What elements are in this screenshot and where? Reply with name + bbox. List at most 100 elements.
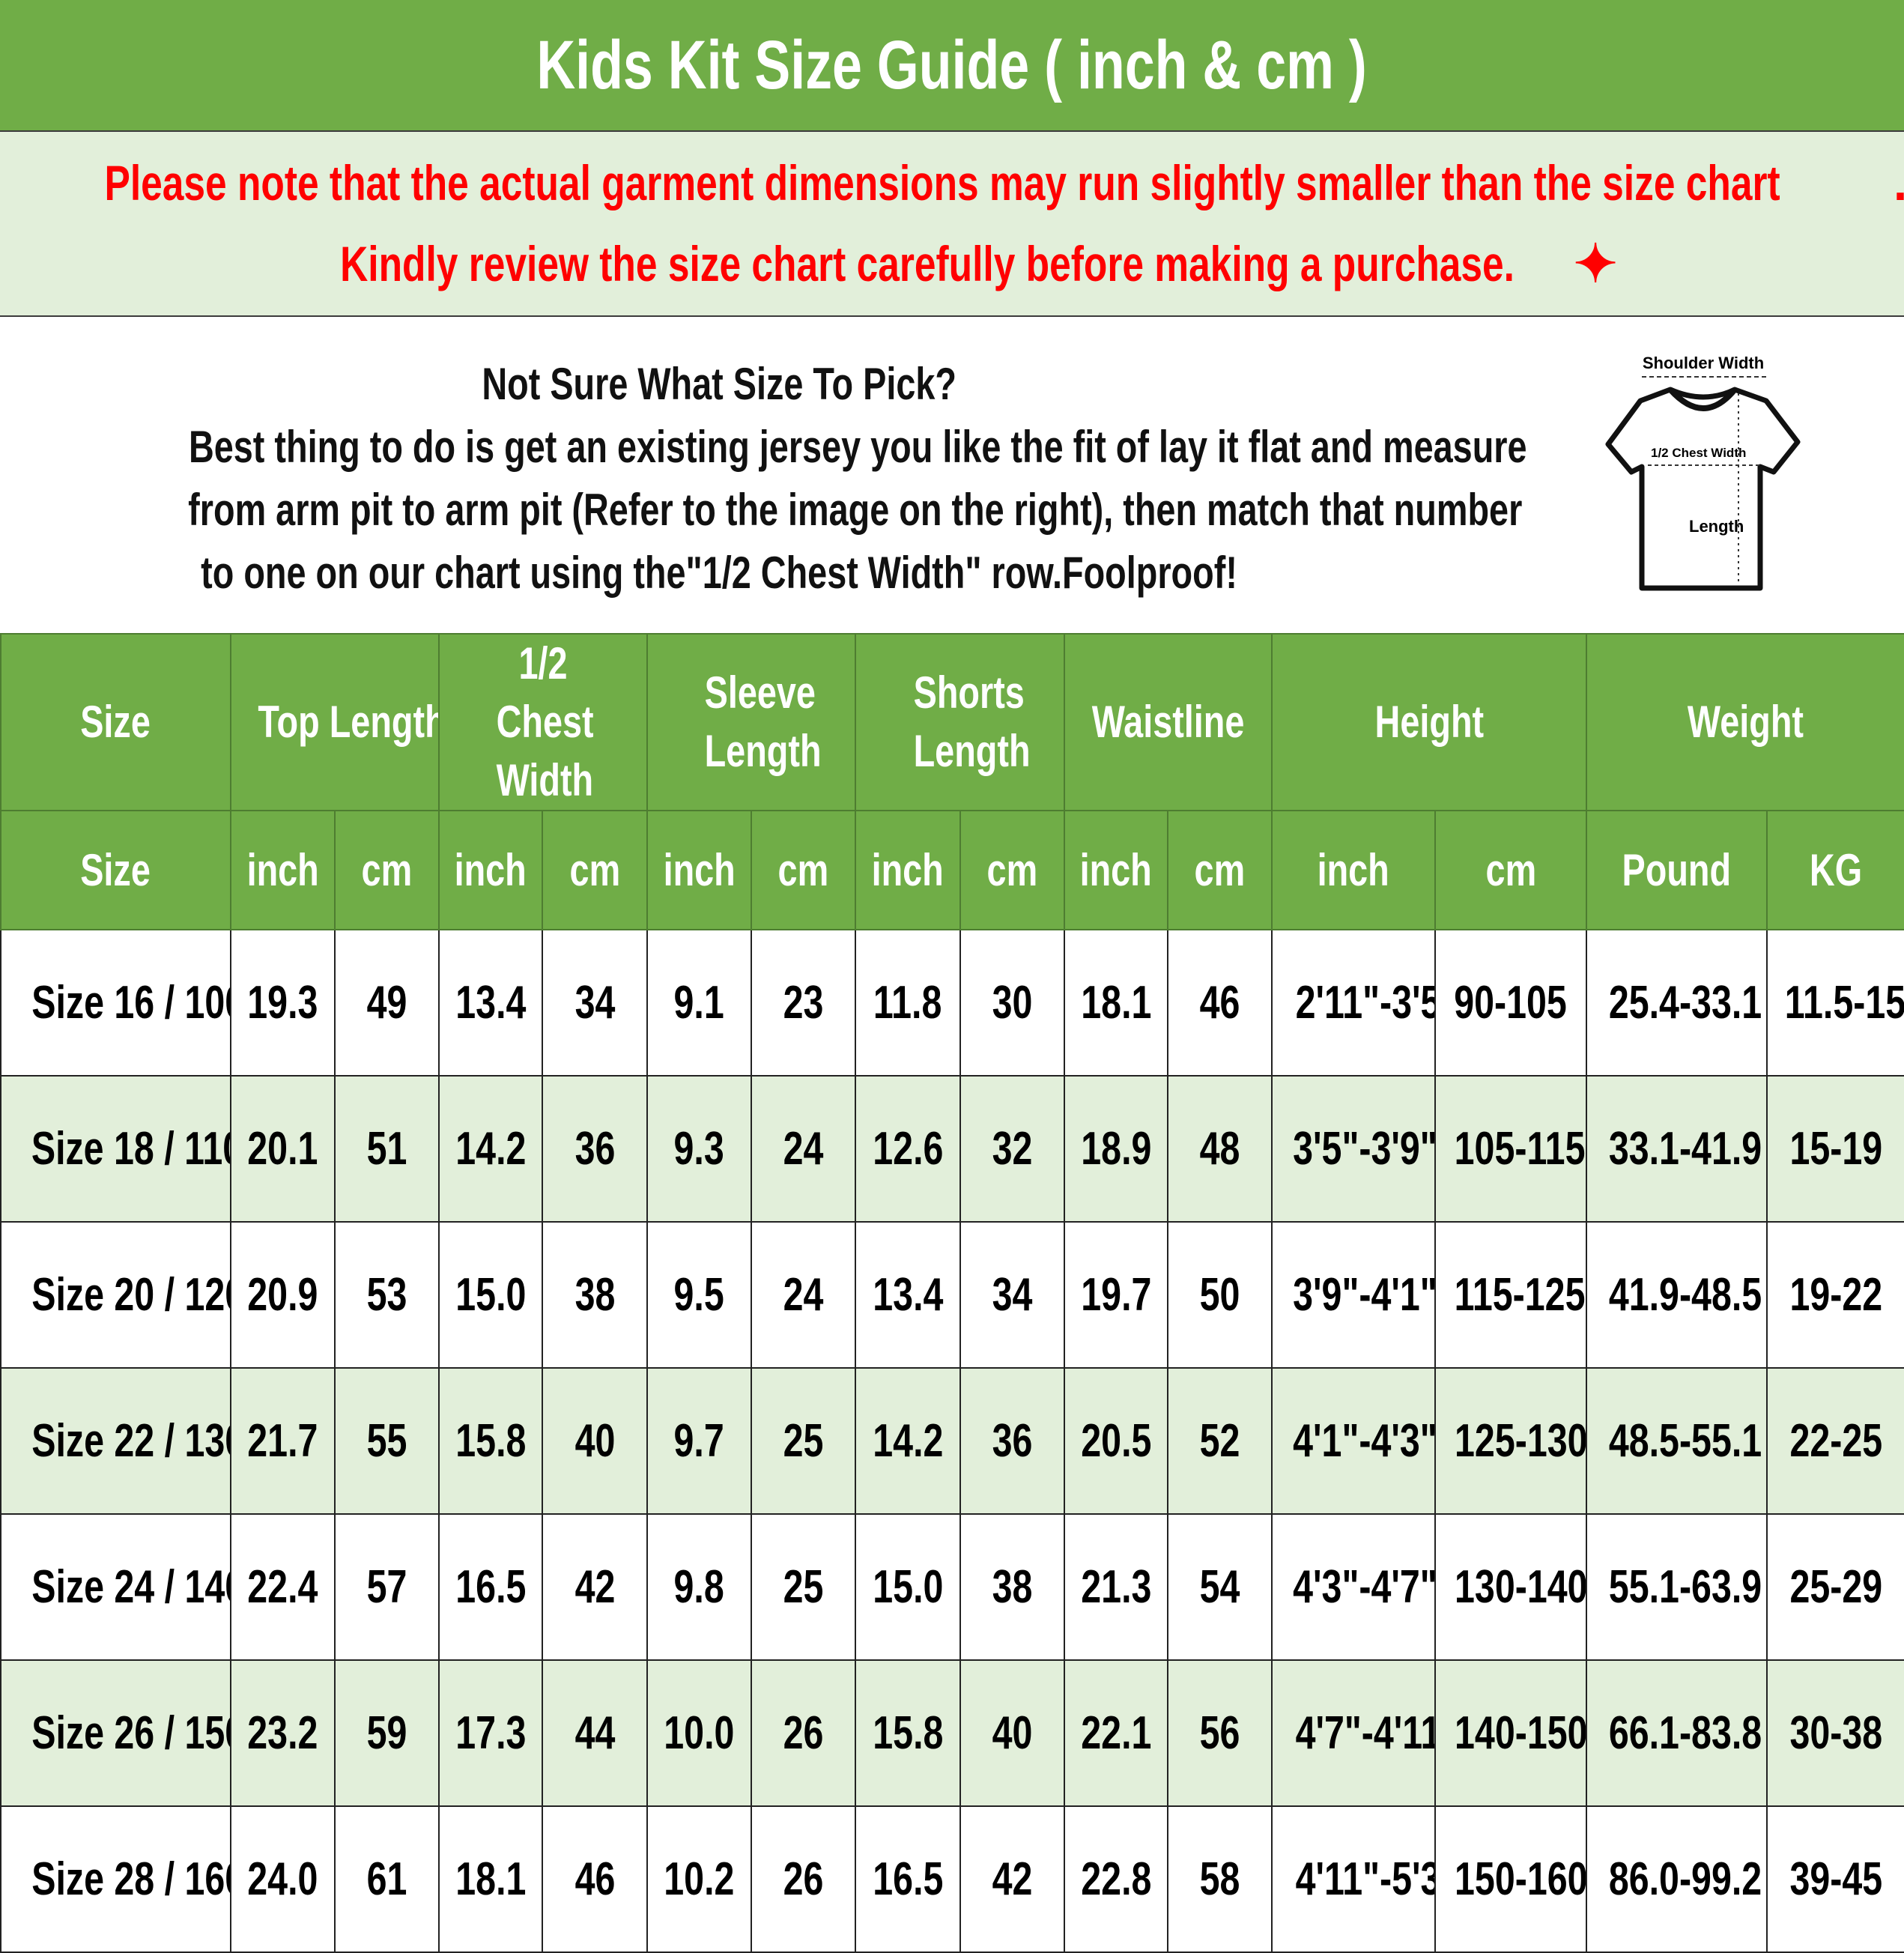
table-cell: 18.1 [438,1805,543,1953]
table-cell: 44 [542,1659,648,1807]
table-cell: 150-160 [1434,1805,1587,1953]
table-cell: 54 [1167,1513,1273,1661]
table-cell: 59 [334,1659,440,1807]
table-cell: 15-19 [1766,1075,1904,1223]
header-row-units: Size inch cm inch cm inch cm inch cm inch cm inch cm… [0,810,1904,930]
unit-header: cm [542,810,648,930]
table-cell: 9.3 [646,1075,752,1223]
unit-header: cm [751,810,856,930]
table-cell: 4'3"-4'7" [1271,1513,1436,1661]
table-cell: Size 20 / 120 [0,1221,231,1369]
table-cell: 22-25 [1766,1367,1904,1515]
table-cell: 52 [1167,1367,1273,1515]
table-cell: 15.0 [438,1221,543,1369]
table-cell: 40 [542,1367,648,1515]
table-cell: 41.9-48.5 [1586,1221,1768,1369]
table-cell: 49 [334,929,440,1077]
table-cell: 14.2 [855,1367,961,1515]
svg-text:Length: Length [1689,517,1744,536]
table-cell: 25-29 [1766,1513,1904,1661]
table-cell: 24 [751,1075,856,1223]
table-row: Size 18 / 110 20.1 51 14.2 36 9.3 24 12.6 32 18.9… [0,1075,1904,1223]
table-cell: 9.8 [646,1513,752,1661]
unit-header: inch [855,810,961,930]
table-cell: 2'11"-3'5" [1271,929,1436,1077]
table-cell: 30-38 [1766,1659,1904,1807]
table-cell: Size 22 / 130 [0,1367,231,1515]
table-cell: 9.5 [646,1221,752,1369]
table-cell: 105-115 [1434,1075,1587,1223]
table-row: Size 22 / 130 21.7 55 15.8 40 9.7 25 14.2 36 20.5… [0,1367,1904,1515]
unit-header: inch [1271,810,1436,930]
table-cell: 36 [959,1367,1065,1515]
page-title: Kids Kit Size Guide ( inch & cm ) [0,0,1904,132]
table-cell: 46 [1167,929,1273,1077]
table-cell: 66.1-83.8 [1586,1659,1768,1807]
table-cell: 18.9 [1064,1075,1168,1223]
fit-advice: Not Sure What Size To Pick? Best thing t… [0,317,1904,633]
notice-line-1: Please note that the actual garment dime… [104,155,1780,211]
table-cell: 11.5-15 [1766,929,1904,1077]
table-cell: 46 [542,1805,648,1953]
table-cell: 9.1 [646,929,752,1077]
table-cell: 53 [334,1221,440,1369]
table-cell: 21.3 [1064,1513,1168,1661]
table-row: Size 28 / 160 24.0 61 18.1 46 10.2 26 16.5 42 22.… [0,1805,1904,1953]
table-cell: 22.8 [1064,1805,1168,1953]
unit-header: cm [959,810,1065,930]
table-cell: 12.6 [855,1075,961,1223]
table-cell: 50 [1167,1221,1273,1369]
table-cell: 34 [542,929,648,1077]
tshirt-measurement-diagram: Shoulder Width 1/2 Chest Width Length [1605,354,1801,591]
table-row: Size 20 / 120 20.9 53 15.0 38 9.5 24 13.4 34 19.7… [0,1221,1904,1369]
table-cell: 24 [751,1221,856,1369]
table-cell: Size 16 / 100 [0,929,231,1077]
table-cell: 23.2 [230,1659,336,1807]
table-cell: 4'1"-4'3" [1271,1367,1436,1515]
table-cell: 30 [959,929,1065,1077]
table-cell: 39-45 [1766,1805,1904,1953]
table-row: Size 24 / 140 22.4 57 16.5 42 9.8 25 15.0 38 21.3… [0,1513,1904,1661]
table-cell: 22.4 [230,1513,336,1661]
table-cell: 13.4 [438,929,543,1077]
table-cell: 57 [334,1513,440,1661]
table-cell: 4'7"-4'11" [1271,1659,1436,1807]
table-cell: 10.2 [646,1805,752,1953]
table-row: Size 16 / 100 19.3 49 13.4 34 9.1 23 11.8 30 18.1… [0,929,1904,1077]
table-cell: 11.8 [855,929,961,1077]
table-cell: 86.0-99.2 [1586,1805,1768,1953]
table-cell: 38 [959,1513,1065,1661]
unit-header: KG [1766,810,1904,930]
table-cell: 14.2 [438,1075,543,1223]
table-cell: 17.3 [438,1659,543,1807]
notice-banner: Please note that the actual garment dime… [0,132,1904,317]
table-cell: 15.8 [855,1659,961,1807]
table-cell: 42 [542,1513,648,1661]
table-cell: 3'5"-3'9" [1271,1075,1436,1223]
table-cell: 38 [542,1221,648,1369]
table-cell: 20.5 [1064,1367,1168,1515]
table-cell: 48 [1167,1075,1273,1223]
table-cell: 20.1 [230,1075,336,1223]
unit-header: Size [0,810,231,930]
table-cell: Size 18 / 110 [0,1075,231,1223]
table-cell: 34 [959,1221,1065,1369]
table-cell: 61 [334,1805,440,1953]
table-cell: Size 24 / 140 [0,1513,231,1661]
table-cell: 26 [751,1805,856,1953]
table-cell: 22.1 [1064,1659,1168,1807]
unit-header: cm [1167,810,1273,930]
table-cell: 115-125 [1434,1221,1587,1369]
table-cell: 42 [959,1805,1065,1953]
table-cell: Size 28 / 160 [0,1805,231,1953]
table-cell: 25.4-33.1 [1586,929,1768,1077]
table-cell: 13.4 [855,1221,961,1369]
table-cell: 90-105 [1434,929,1587,1077]
table-cell: 40 [959,1659,1065,1807]
sparkles-icon: ✦ [1573,234,1618,293]
table-cell: 25 [751,1513,856,1661]
unit-header: Pound [1586,810,1768,930]
table-cell: 20.9 [230,1221,336,1369]
table-cell: 58 [1167,1805,1273,1953]
table-cell: Size 26 / 150 [0,1659,231,1807]
